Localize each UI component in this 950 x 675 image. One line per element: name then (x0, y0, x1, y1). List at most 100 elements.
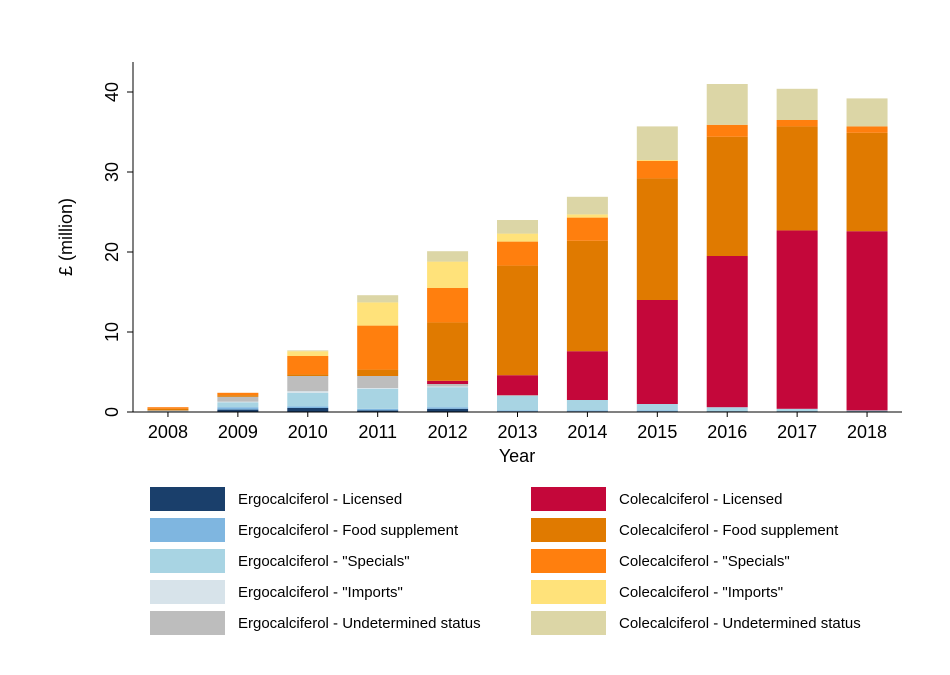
legend-item: Ergocalciferol - Food supplement (150, 517, 531, 543)
y-tick-label: 0 (102, 407, 122, 417)
bar-segment (776, 88, 818, 120)
bar-segment (497, 410, 538, 412)
bar-segment (636, 126, 678, 160)
x-tick-label: 2011 (358, 422, 397, 442)
bar-segment (566, 196, 608, 215)
legend-swatch (150, 611, 225, 635)
bar-segment (566, 400, 608, 411)
legend-label: Ergocalciferol - Food supplement (238, 521, 459, 539)
bar-segment (636, 410, 678, 412)
x-tick-label: 2015 (637, 422, 677, 442)
bar-segment (706, 84, 748, 125)
bar-segment (566, 410, 608, 412)
bar-segment (776, 120, 818, 127)
legend-item: Colecalciferol - "Specials" (531, 548, 930, 574)
bar-segment (287, 356, 329, 375)
legend-label: Colecalciferol - Food supplement (619, 521, 839, 539)
bar-segment (357, 376, 399, 388)
bar-segment (427, 261, 469, 288)
y-axis-ticks: 0 10 20 30 40 (102, 82, 133, 417)
legend-swatch (531, 580, 606, 604)
bar-segment (776, 408, 818, 412)
legend-label: Colecalciferol - Licensed (619, 490, 783, 508)
bar-segment (357, 325, 399, 370)
bar-segment (497, 396, 538, 411)
legend-item: Ergocalciferol - Undetermined status (150, 610, 531, 636)
y-tick-label: 20 (102, 242, 122, 262)
bar-segment (776, 126, 818, 231)
legend-swatch (531, 487, 606, 511)
bar-segment (357, 410, 399, 412)
bar-segment (357, 302, 399, 326)
bar-segment (287, 374, 329, 376)
bar-segment (636, 300, 678, 404)
x-tick-label: 2017 (777, 422, 817, 442)
y-axis-title: £ (million) (56, 198, 76, 276)
legend-label: Ergocalciferol - Licensed (238, 490, 403, 508)
x-tick-label: 2010 (288, 422, 328, 442)
x-axis-title: Year (499, 446, 535, 466)
bar-segment (357, 388, 399, 389)
x-tick-label: 2012 (428, 422, 468, 442)
bar-segment (357, 369, 399, 376)
legend-label: Colecalciferol - Undetermined status (619, 614, 861, 632)
bar-segment (566, 351, 608, 400)
bar-segment (427, 408, 469, 412)
bar-segment (217, 407, 259, 410)
bar-segment (287, 392, 329, 407)
bar-segment (427, 386, 469, 388)
legend-swatch (150, 487, 225, 511)
x-tick-label: 2009 (218, 422, 258, 442)
bar-segment (566, 240, 608, 352)
x-axis-ticks: 2008 2009 2010 2011 2012 2013 2014 2015 2016 2017… (148, 412, 887, 442)
bar-segment (287, 351, 329, 356)
y-tick-label: 10 (102, 322, 122, 342)
bar-segment (497, 220, 538, 234)
legend-swatch (150, 518, 225, 542)
bar-segment (287, 376, 329, 392)
bar-segment (636, 160, 678, 179)
bar-segment (357, 295, 399, 303)
bar-segment (846, 98, 888, 127)
bar-segment (846, 410, 888, 412)
bar-segment (706, 256, 748, 408)
legend-swatch (531, 549, 606, 573)
bar-segment (566, 217, 608, 241)
bar-segment (497, 233, 538, 242)
legend-item: Colecalciferol - Undetermined status (531, 610, 930, 636)
bar-segment (706, 407, 748, 412)
bar-segment (287, 391, 329, 393)
bar-segment (497, 241, 538, 266)
legend-swatch (150, 549, 225, 573)
bar-segment (636, 404, 678, 411)
legend-item: Ergocalciferol - Licensed (150, 486, 531, 512)
bar-segment (287, 408, 329, 412)
x-tick-label: 2014 (567, 422, 607, 442)
bar-segment (147, 407, 189, 409)
x-tick-label: 2016 (707, 422, 747, 442)
legend-label: Colecalciferol - "Specials" (619, 552, 790, 570)
bars-layer (147, 84, 888, 412)
y-tick-label: 30 (102, 162, 122, 182)
bar-segment (497, 375, 538, 396)
bar-segment (217, 401, 259, 403)
bar-segment (357, 388, 399, 409)
bar-segment (427, 384, 469, 387)
bar-segment (217, 392, 259, 396)
bar-segment (217, 402, 259, 408)
y-tick-label: 40 (102, 82, 122, 102)
bar-segment (287, 406, 329, 408)
legend-swatch (150, 580, 225, 604)
legend-swatch (531, 611, 606, 635)
x-tick-label: 2013 (497, 422, 537, 442)
bar-segment (357, 408, 399, 411)
bar-segment (706, 136, 748, 256)
legend-item: Ergocalciferol - "Specials" (150, 548, 531, 574)
x-tick-label: 2018 (847, 422, 887, 442)
bar-segment (776, 230, 818, 409)
bar-segment (566, 214, 608, 218)
bar-segment (636, 178, 678, 300)
bar-segment (147, 410, 189, 412)
bar-segment (217, 395, 259, 397)
